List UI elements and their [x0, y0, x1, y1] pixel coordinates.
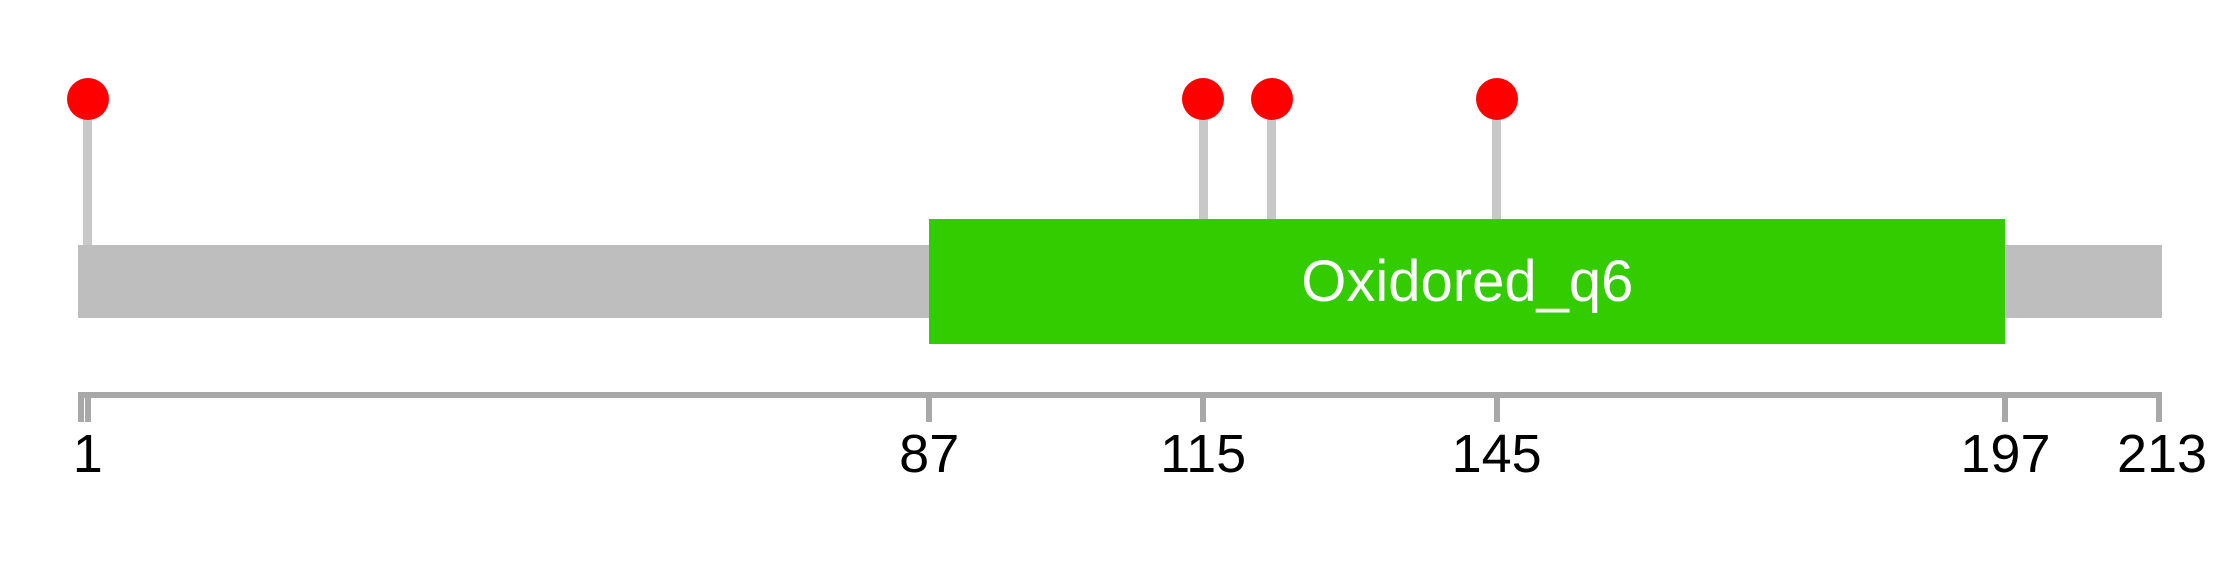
axis-tick-label: 213 — [2116, 424, 2208, 484]
lollipop-stem — [1198, 115, 1208, 250]
lollipop-stem — [1267, 115, 1277, 250]
axis-tick-label: 115 — [1160, 424, 1247, 484]
mutation-marker — [66, 78, 109, 120]
domain-box: Oxidored_q6 — [929, 219, 2006, 344]
axis-line — [78, 392, 2162, 398]
axis-tick-label: 87 — [899, 424, 960, 484]
axis-tick — [926, 392, 933, 422]
axis-tick-label: 145 — [1451, 424, 1542, 484]
axis-end-cap — [78, 392, 84, 422]
axis-tick — [1200, 392, 1207, 422]
mutation-marker — [1475, 78, 1518, 120]
axis-tick — [84, 392, 91, 422]
mutation-marker — [1182, 78, 1225, 120]
lollipop-stem — [83, 115, 93, 250]
axis-tick-label: 197 — [1960, 424, 2051, 484]
axis-tick — [2002, 392, 2009, 422]
axis-tick — [2156, 392, 2162, 422]
domain-label: Oxidored_q6 — [1301, 248, 1634, 314]
axis-tick — [1493, 392, 1500, 422]
lollipop-stem — [1492, 115, 1502, 250]
axis-tick-label: 1 — [72, 424, 103, 484]
mutation-marker — [1250, 78, 1293, 120]
